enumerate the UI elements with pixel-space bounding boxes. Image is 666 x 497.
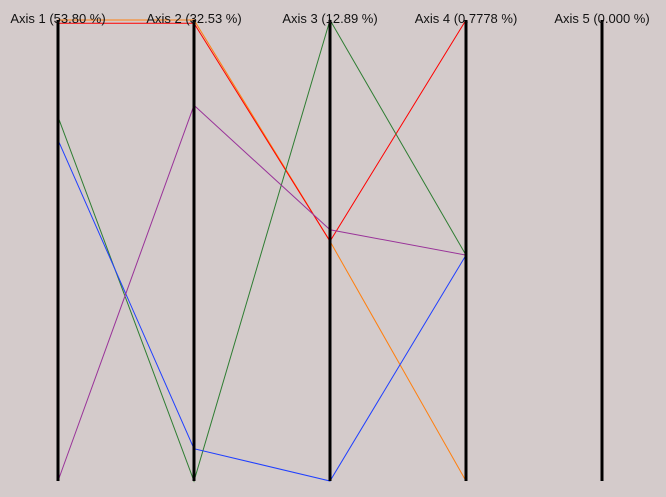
series-line-4 — [57, 139, 467, 482]
series-line-2 — [58, 19, 467, 243]
axes-layer — [56, 20, 604, 481]
axis-title-4: Axis 4 (0.7778 %) — [415, 11, 518, 26]
axis-title-1: Axis 1 (53.80 %) — [10, 11, 105, 26]
series-line-1 — [58, 19, 467, 482]
series-lines-layer — [57, 18, 467, 483]
axis-title-2: Axis 2 (32.53 %) — [146, 11, 241, 26]
axis-titles-layer: Axis 1 (53.80 %) Axis 2 (32.53 %) Axis 3 (… — [10, 11, 649, 26]
axis-title-5: Axis 5 (0.000 %) — [554, 11, 649, 26]
series-line-5 — [57, 104, 467, 482]
series-line-3 — [57, 18, 467, 483]
axis-title-3: Axis 3 (12.89 %) — [282, 11, 377, 26]
